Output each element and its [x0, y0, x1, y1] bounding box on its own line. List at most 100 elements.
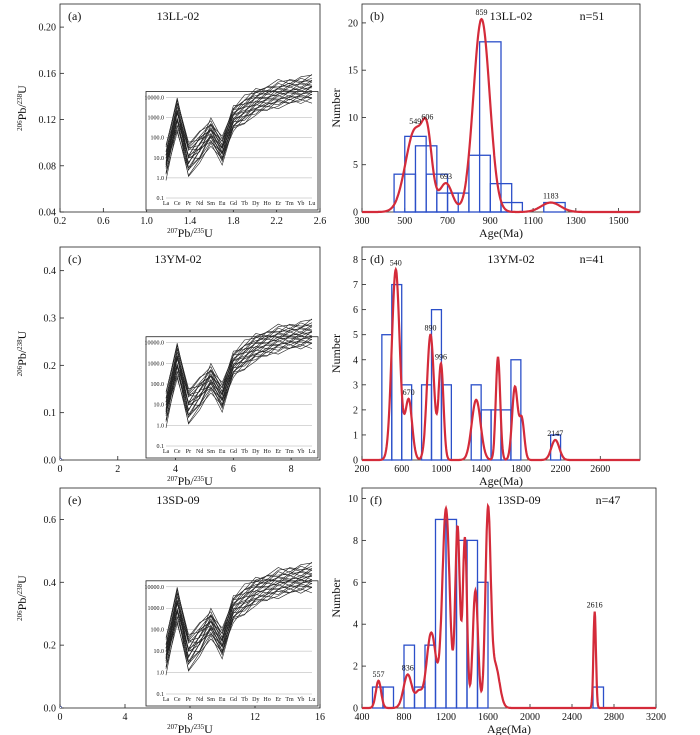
inset-y-tick: 100.0	[151, 382, 165, 388]
x-tick-label: 8	[188, 712, 193, 723]
ree-pattern-line	[165, 574, 313, 652]
label-part: 207	[167, 227, 178, 235]
label-part: Pb	[178, 226, 191, 240]
age-node	[0, 0, 2, 2]
ree-pattern-line	[165, 567, 313, 651]
label-part: U	[204, 474, 213, 488]
data-ellipse	[0, 0, 7, 2]
y-tick-label: 8	[353, 255, 358, 266]
age-node	[0, 0, 2, 2]
data-ellipse	[0, 0, 12, 2]
inset-x-tick: La	[163, 697, 170, 703]
ree-pattern-line	[165, 578, 313, 663]
ree-pattern-line	[165, 569, 313, 649]
inset-y-tick: 1.0	[157, 423, 165, 429]
inset-x-tick: Pr	[186, 201, 191, 207]
age-node	[0, 0, 2, 2]
y-axis-label: Number	[329, 88, 343, 127]
inset-x-tick: Gd	[230, 449, 237, 455]
inset-y-tick: 10000.0	[145, 585, 165, 591]
ree-pattern-line	[165, 561, 313, 638]
ree-pattern-line	[165, 344, 313, 425]
x-axis-label: 207Pb/235U	[167, 474, 213, 488]
ree-pattern-line	[165, 335, 313, 413]
x-axis-label: Age(Ma)	[479, 226, 523, 240]
data-ellipse	[0, 0, 7, 2]
y-axis-label: 206Pb/238U	[15, 575, 29, 621]
n-label: n=51	[580, 9, 605, 23]
inset-y-tick: 10000.0	[145, 96, 165, 102]
x-tick-label: 700	[440, 216, 455, 227]
age-node	[0, 0, 2, 2]
age-node	[0, 0, 2, 2]
n-label: n=47	[596, 493, 621, 507]
inset-y-tick: 10.0	[154, 403, 165, 409]
y-tick-label: 0.20	[39, 23, 57, 34]
inset-x-tick: Er	[275, 201, 281, 207]
inset-y-tick: 10.0	[154, 649, 165, 655]
inset-x-tick: Ho	[263, 201, 270, 207]
inset-y-tick: 1000.0	[148, 606, 165, 612]
x-tick-label: 900	[483, 216, 498, 227]
y-tick-label: 0.6	[44, 515, 57, 526]
inset-x-tick: Yb	[297, 697, 304, 703]
y-tick-label: 1	[353, 430, 358, 441]
ree-pattern-line	[165, 326, 313, 403]
inset-x-tick: Tb	[241, 201, 248, 207]
x-tick-label: 500	[397, 216, 412, 227]
x-tick-label: 3200	[646, 712, 666, 723]
x-tick-label: 2.2	[270, 216, 283, 227]
ree-pattern-line	[165, 82, 313, 159]
y-tick-label: 0.4	[44, 266, 57, 277]
data-ellipse	[0, 0, 11, 2]
inset-x-tick: Eu	[219, 697, 226, 703]
y-tick-label: 10	[348, 494, 358, 505]
inset-x-tick: Tm	[285, 449, 294, 455]
age-node	[0, 0, 2, 2]
x-axis-label: Age(Ma)	[487, 722, 531, 735]
data-ellipse	[0, 0, 9, 2]
inset-y-tick: 0.1	[157, 444, 165, 450]
age-node	[0, 0, 2, 2]
inset-x-tick: Tb	[241, 697, 248, 703]
x-tick-label: 1.0	[140, 216, 153, 227]
data-ellipse	[0, 0, 6, 2]
inset-x-tick: Lu	[309, 697, 316, 703]
x-tick-label: 300	[355, 216, 370, 227]
data-ellipse	[0, 0, 8, 2]
y-tick-label: 7	[353, 280, 358, 291]
inset-y-tick: 1000.0	[148, 361, 165, 367]
label-part: U	[204, 722, 213, 735]
panel-label: (d)	[370, 252, 384, 266]
inset-x-tick: La	[163, 449, 170, 455]
y-tick-label: 0.12	[39, 115, 57, 126]
peak-age-label: 549	[409, 117, 421, 126]
x-axis-label: Age(Ma)	[479, 474, 523, 488]
y-tick-label: 15	[348, 66, 358, 77]
age-node	[0, 0, 2, 2]
inset-x-tick: Ho	[263, 697, 270, 703]
label-part: /	[190, 474, 194, 488]
x-tick-label: 6	[231, 464, 236, 475]
inset-x-tick: Er	[275, 697, 281, 703]
data-ellipse	[0, 0, 7, 2]
peak-age-label: 996	[435, 352, 447, 361]
age-node	[0, 0, 2, 2]
data-ellipse	[0, 0, 10, 2]
age-node	[0, 0, 2, 2]
inset-x-tick: Lu	[309, 201, 316, 207]
x-tick-label: 1600	[478, 712, 498, 723]
panel-title: 13YM-02	[487, 252, 534, 266]
label-part: Pb	[15, 353, 29, 366]
ree-inset: 10000.0 1000.0 100.0 10.0 1.0 0.1La Ce Pr Nd Sm Eu…	[145, 318, 319, 459]
y-tick-label: 0.2	[44, 641, 57, 652]
ree-pattern-line	[165, 570, 313, 652]
probability-density-curve	[362, 502, 656, 710]
ree-pattern-line	[165, 97, 313, 177]
x-tick-label: 2.6	[314, 216, 327, 227]
ree-pattern-line	[165, 588, 313, 672]
age-node	[0, 0, 2, 2]
peak-age-label: 557	[372, 670, 384, 679]
plot-frame	[59, 246, 321, 461]
